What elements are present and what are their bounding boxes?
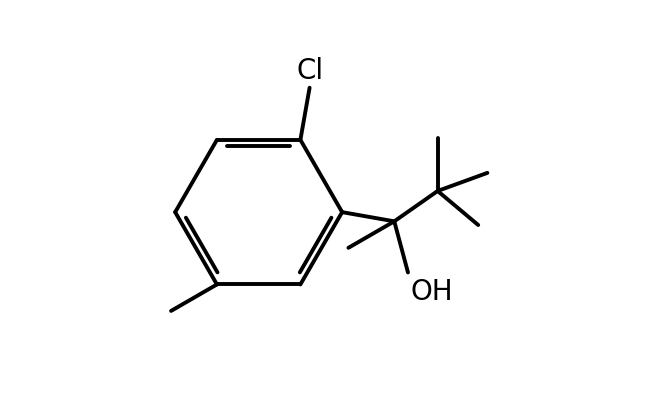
Text: Cl: Cl xyxy=(296,57,323,85)
Text: OH: OH xyxy=(410,278,453,306)
